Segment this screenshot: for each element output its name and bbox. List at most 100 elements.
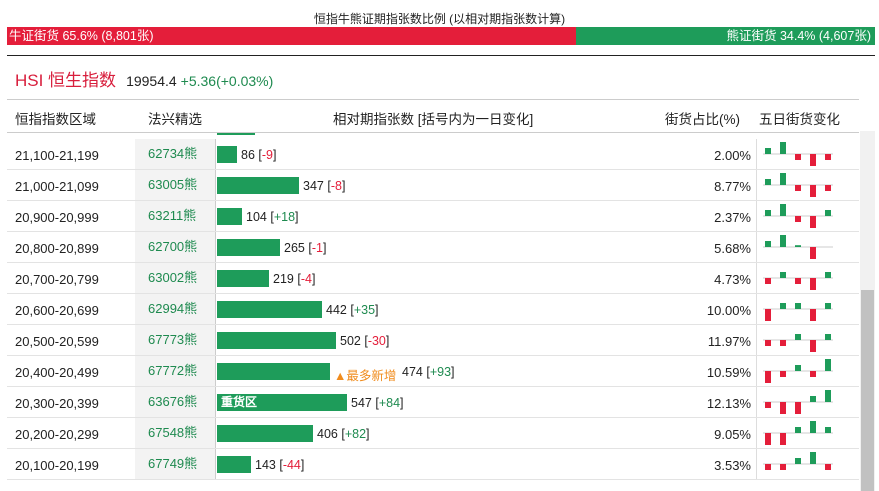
range-cell: 20,800-20,899 [15,241,99,256]
index-value: 19954.4 [126,73,177,89]
trend-day-bar [810,371,816,377]
trend-day-bar [765,433,771,445]
warrant-code-link[interactable]: 62994熊 [135,294,215,324]
contracts-value: 406 [+82] [317,427,370,441]
table-body: 21,100-21,199 62734熊 86 [-9] 2.00% 21,000-21… [7,139,859,480]
table-row[interactable]: 20,600-20,699 62994熊 442 [+35] 10.00% [7,294,859,325]
warrant-code-link[interactable]: 63002熊 [135,263,215,293]
trend-day-bar [810,452,816,464]
trend-day-bar [810,185,816,197]
column-divider [756,201,757,231]
table-row[interactable]: 20,900-20,999 63211熊 104 [+18] 2.37% [7,201,859,232]
trend-day-bar [765,210,771,216]
trend-day-bar [825,334,831,340]
contracts-daily-change: -30 [367,334,386,348]
table-row[interactable]: 20,700-20,799 63002熊 219 [-4] 4.73% [7,263,859,294]
trend-day-bar [795,154,801,160]
header-contracts[interactable]: 相对期指张数 [括号内为一日变化] [333,112,534,127]
column-divider [215,139,216,169]
contracts-value: 502 [-30] [340,334,390,348]
trend-day-bar [795,245,801,247]
index-quote: HSI 恒生指数 19954.4 +5.36(+0.03%) [15,66,273,91]
trend-day-bar [810,396,816,402]
column-divider [756,263,757,293]
trend-day-bar [825,359,831,371]
contracts-count: 502 [340,334,361,348]
contracts-bar [217,146,237,163]
scrollbar-thumb[interactable] [861,290,874,491]
trend-day-bar [780,303,786,309]
warrant-code-link[interactable]: 63211熊 [135,201,215,231]
warrant-code-link[interactable]: 63005熊 [135,170,215,200]
contracts-daily-change: +82 [344,427,367,441]
column-divider [215,418,216,448]
trend-day-bar [810,278,816,290]
table-row[interactable]: 21,100-21,199 62734熊 86 [-9] 2.00% [7,139,859,170]
range-cell: 20,500-20,599 [15,334,99,349]
contracts-bar [217,332,336,349]
warrant-code-link[interactable]: 63676熊 [135,387,215,417]
trend-day-bar [795,303,801,309]
contracts-value: 104 [+18] [246,210,299,224]
trend-day-bar [795,185,801,191]
contracts-value: 474 [+93] [402,365,455,379]
header-code[interactable]: 法兴精选 [148,112,202,127]
column-divider [215,201,216,231]
contracts-value: 219 [-4] [273,272,316,286]
share-percent: 8.77% [714,179,751,194]
trend-day-bar [825,185,831,191]
column-divider [756,449,757,479]
trend-day-bar [825,303,831,309]
trend-day-bar [765,309,771,321]
share-percent: 3.53% [714,458,751,473]
warrant-code-link[interactable]: 67548熊 [135,418,215,448]
contracts-daily-change: -4 [300,272,312,286]
table-row[interactable]: 20,500-20,599 67773熊 502 [-30] 11.97% [7,325,859,356]
trend-day-bar [795,278,801,284]
column-divider [756,294,757,324]
partial-row-bar [217,132,255,135]
five-day-trend-chart [763,452,833,470]
contracts-count: 547 [351,396,372,410]
table-row[interactable]: 20,800-20,899 62700熊 265 [-1] 5.68% [7,232,859,263]
table-row[interactable]: 20,300-20,399 63676熊 重货区 547 [+84] 12.13% [7,387,859,418]
column-divider [215,449,216,479]
trend-day-bar [765,241,771,247]
column-divider [215,294,216,324]
contracts-bar [217,239,280,256]
contracts-bar [217,425,313,442]
trend-day-bar [810,216,816,228]
trend-day-bar [795,216,801,222]
share-percent: 5.68% [714,241,751,256]
contracts-bar [217,363,330,380]
five-day-trend-chart [763,359,833,383]
warrant-code-link[interactable]: 67773熊 [135,325,215,355]
trend-day-bar [765,402,771,408]
trend-day-bar [825,427,831,433]
table-row[interactable]: 20,100-20,199 67749熊 143 [-44] 3.53% [7,449,859,480]
warrant-code-link[interactable]: 67772熊 [135,356,215,386]
header-range[interactable]: 恒指指数区域 [15,112,96,127]
column-divider [215,387,216,417]
warrant-code-link[interactable]: 62734熊 [135,139,215,169]
contracts-daily-change: -8 [330,179,342,193]
trend-day-bar [780,371,786,377]
contracts-count: 265 [284,241,305,255]
range-cell: 21,000-21,099 [15,179,99,194]
trend-day-bar [810,309,816,321]
chart-caption: 恒指牛熊证期指张数比例 (以相对期指张数计算) [313,12,566,26]
warrant-code-link[interactable]: 67749熊 [135,449,215,479]
contracts-count: 406 [317,427,338,441]
column-divider [215,263,216,293]
contracts-bar [217,301,322,318]
table-row[interactable]: 20,400-20,499 67772熊 ▲最多新增 474 [+93] 10.59% [7,356,859,387]
table-row[interactable]: 20,200-20,299 67548熊 406 [+82] 9.05% [7,418,859,449]
share-percent: 11.97% [707,334,751,349]
heavy-zone-label: 重货区 [221,395,258,409]
five-day-trend-chart [763,390,833,414]
share-percent: 4.73% [714,272,751,287]
table-row[interactable]: 21,000-21,099 63005熊 347 [-8] 8.77% [7,170,859,201]
five-day-trend-chart [763,173,833,197]
header-pct[interactable]: 街货占比(%) [665,112,740,127]
warrant-code-link[interactable]: 62700熊 [135,232,215,262]
